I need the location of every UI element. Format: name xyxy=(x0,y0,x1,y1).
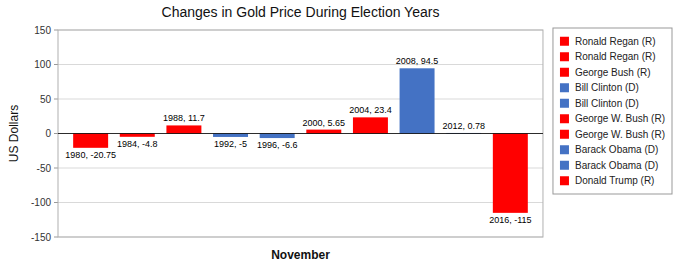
tick-label: 50 xyxy=(40,94,52,105)
grid-line xyxy=(58,133,543,134)
legend-label: George W. Bush (R) xyxy=(575,129,665,140)
chart: Ronald Regan (R) Ronald Regan (R) George B… xyxy=(0,0,680,271)
tick-label: 0 xyxy=(45,128,51,139)
data-label: 1980, -20.75 xyxy=(65,150,116,160)
grid-line xyxy=(58,202,543,203)
legend-label: Donald Trump (R) xyxy=(575,175,654,186)
legend: Ronald Regan (R) Ronald Regan (R) George B… xyxy=(553,28,672,194)
data-label: 1996, -6.6 xyxy=(257,140,298,150)
zero-line xyxy=(58,133,543,134)
legend-swatch xyxy=(560,176,569,185)
bar xyxy=(120,134,155,137)
legend-label: George Bush (R) xyxy=(575,67,651,78)
bar xyxy=(260,134,295,139)
tick-mark xyxy=(54,202,58,203)
bar xyxy=(400,68,435,133)
tick-mark xyxy=(54,237,58,238)
grid-line xyxy=(58,168,543,169)
tick-label: -150 xyxy=(31,232,51,243)
legend-box xyxy=(553,28,672,194)
y-axis: -150 -100 -50 0 50 100 150 xyxy=(31,25,58,243)
legend-swatch xyxy=(560,145,569,154)
bar xyxy=(493,134,528,213)
x-axis-label: November xyxy=(271,248,330,262)
legend-swatch xyxy=(560,68,569,77)
tick-label: 150 xyxy=(34,25,51,36)
tick-label: -100 xyxy=(31,197,51,208)
grid-line xyxy=(58,64,543,65)
legend-swatch xyxy=(560,114,569,123)
legend-label: Bill Clinton (D) xyxy=(575,98,639,109)
data-label: 2008, 94.5 xyxy=(396,56,439,66)
data-label: 2000, 5.65 xyxy=(303,118,346,128)
legend-label: Bill Clinton (D) xyxy=(575,82,639,93)
tick-mark xyxy=(54,133,58,134)
legend-label: Barack Obama (D) xyxy=(575,160,658,171)
grid-line xyxy=(58,99,543,100)
bar xyxy=(73,134,108,148)
tick-mark xyxy=(54,168,58,169)
legend-swatch xyxy=(560,52,569,61)
legend-swatch xyxy=(560,161,569,170)
legend-swatch xyxy=(560,99,569,108)
bars xyxy=(73,68,528,213)
legend-label: Barack Obama (D) xyxy=(575,144,658,155)
grid xyxy=(58,30,543,237)
data-label: 1984, -4.8 xyxy=(117,139,158,149)
data-label: 1992, -5 xyxy=(214,139,247,149)
data-label: 2004, 23.4 xyxy=(349,105,392,115)
title: Changes in Gold Price During Election Ye… xyxy=(162,4,440,20)
legend-label: Ronald Regan (R) xyxy=(575,51,656,62)
tick-label: -50 xyxy=(37,163,52,174)
bar xyxy=(213,134,248,137)
y-axis-label: US Dollars xyxy=(7,105,21,162)
tick-label: 100 xyxy=(34,59,51,70)
legend-label: George W. Bush (R) xyxy=(575,113,665,124)
legend-swatch xyxy=(560,130,569,139)
tick-mark xyxy=(54,99,58,100)
tick-mark xyxy=(54,30,58,31)
data-label: 1988, 11.7 xyxy=(163,113,205,123)
legend-swatch xyxy=(560,37,569,46)
data-label: 2016, -115 xyxy=(489,215,531,225)
legend-swatch xyxy=(560,83,569,92)
bar xyxy=(353,117,388,133)
data-label: 2012, 0.78 xyxy=(442,121,485,131)
data-labels: 1980, -20.751984, -4.8 1988, 11.7 1992, -5… xyxy=(65,56,531,225)
tick-mark xyxy=(54,64,58,65)
legend-label: Ronald Regan (R) xyxy=(575,36,656,47)
bar xyxy=(306,130,341,134)
plot-frame xyxy=(58,30,543,237)
bar xyxy=(166,125,201,133)
